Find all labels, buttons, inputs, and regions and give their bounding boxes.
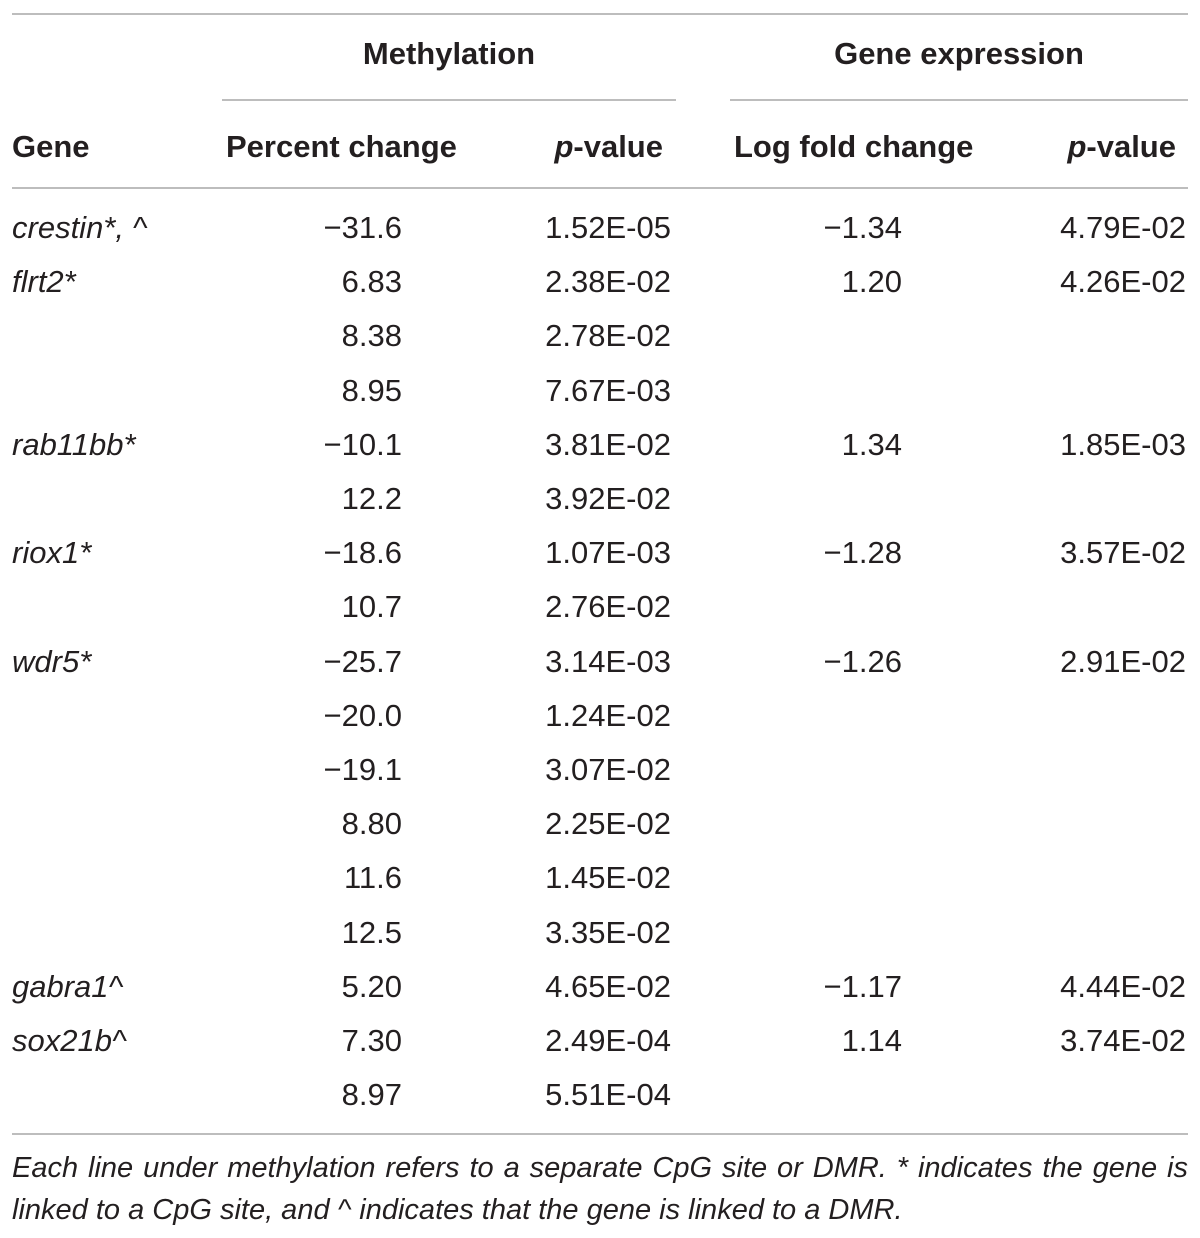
log-fold-change-cell: −1.28 bbox=[823, 535, 902, 571]
gene-cell: flrt2* bbox=[12, 264, 76, 300]
percent-change-cell: −19.1 bbox=[323, 752, 402, 787]
expression-p-value-cell: 4.79E-02 bbox=[1060, 210, 1186, 245]
percent-change-cell: 8.95 bbox=[341, 372, 402, 408]
methylation-p-value-cell: 5.51E-04 bbox=[545, 1077, 671, 1113]
p-italic: p bbox=[554, 129, 574, 164]
methylation-p-value-cell: 2.78E-02 bbox=[545, 318, 671, 354]
expression-p-value-cell: 2.91E-02 bbox=[1060, 643, 1186, 679]
table-footnote: Each line under methylation refers to a … bbox=[12, 1152, 1188, 1226]
expression-p-value-cell: 4.26E-02 bbox=[1060, 264, 1186, 300]
methylation-p-value-cell: 1.52E-05 bbox=[545, 210, 671, 245]
gene-cell: wdr5* bbox=[12, 643, 92, 679]
col-header-log-fold-change: Log fold change bbox=[734, 129, 974, 164]
percent-change-cell: 8.97 bbox=[341, 1077, 402, 1113]
percent-change-cell: −10.1 bbox=[323, 426, 402, 462]
methylation-p-value-cell: 2.76E-02 bbox=[545, 589, 671, 625]
expression-p-value-cell: 4.44E-02 bbox=[1060, 968, 1186, 1004]
log-fold-change-cell: −1.26 bbox=[823, 643, 902, 679]
percent-change-cell: 6.83 bbox=[341, 264, 402, 300]
group-header-gene-expression: Gene expression bbox=[834, 36, 1084, 71]
p-italic: p bbox=[1067, 129, 1087, 164]
value-suffix: -value bbox=[1086, 129, 1176, 164]
methylation-p-value-cell: 3.07E-02 bbox=[545, 752, 671, 787]
gene-cell: rab11bb* bbox=[12, 426, 136, 462]
methylation-p-value-cell: 3.35E-02 bbox=[545, 914, 671, 950]
percent-change-cell: 5.20 bbox=[341, 968, 402, 1004]
group-header-methylation: Methylation bbox=[362, 36, 536, 71]
gene-cell: gabra1^ bbox=[12, 968, 124, 1004]
expression-span-rule bbox=[730, 99, 1188, 101]
methylation-p-value-cell: 3.14E-03 bbox=[545, 643, 671, 679]
gene-cell: sox21b^ bbox=[12, 1023, 127, 1058]
log-fold-change-cell: 1.34 bbox=[841, 426, 902, 462]
methylation-p-value-cell: 1.24E-02 bbox=[545, 697, 671, 733]
percent-change-cell: 8.38 bbox=[341, 318, 402, 354]
methylation-p-value-cell: 3.92E-02 bbox=[545, 481, 671, 516]
log-fold-change-cell: 1.20 bbox=[841, 264, 902, 300]
methylation-p-value-cell: 2.25E-02 bbox=[545, 806, 671, 842]
log-fold-change-cell: −1.34 bbox=[823, 210, 902, 245]
bottom-rule bbox=[12, 1133, 1188, 1135]
methylation-p-value-cell: 7.67E-03 bbox=[545, 372, 671, 408]
log-fold-change-cell: 1.14 bbox=[841, 1023, 902, 1058]
top-rule bbox=[12, 13, 1188, 15]
percent-change-cell: 10.7 bbox=[341, 589, 402, 625]
expression-p-value-cell: 3.57E-02 bbox=[1060, 535, 1186, 571]
percent-change-cell: −18.6 bbox=[323, 535, 402, 571]
percent-change-cell: 12.2 bbox=[341, 481, 402, 516]
value-suffix: -value bbox=[573, 129, 663, 164]
percent-change-cell: −25.7 bbox=[323, 643, 402, 679]
percent-change-cell: 8.80 bbox=[341, 806, 402, 842]
col-header-methylation-p-value: p-value bbox=[476, 129, 663, 165]
methylation-p-value-cell: 2.49E-04 bbox=[545, 1023, 671, 1058]
percent-change-cell: −20.0 bbox=[323, 697, 402, 733]
methylation-p-value-cell: 2.38E-02 bbox=[545, 264, 671, 300]
methylation-p-value-cell: 1.45E-02 bbox=[545, 860, 671, 896]
expression-p-value-cell: 3.74E-02 bbox=[1060, 1023, 1186, 1058]
header-bottom-rule bbox=[12, 187, 1188, 189]
percent-change-cell: 11.6 bbox=[343, 860, 402, 896]
percent-change-cell: 12.5 bbox=[341, 914, 402, 950]
col-header-gene: Gene bbox=[12, 129, 90, 164]
methylation-p-value-cell: 3.81E-02 bbox=[545, 426, 671, 462]
gene-cell: crestin*, ^ bbox=[12, 210, 148, 245]
col-header-expression-p-value: p-value bbox=[990, 129, 1176, 165]
gene-cell: riox1* bbox=[12, 535, 92, 571]
log-fold-change-cell: −1.17 bbox=[823, 968, 902, 1004]
percent-change-cell: −31.6 bbox=[323, 210, 402, 245]
methylation-p-value-cell: 1.07E-03 bbox=[545, 535, 671, 571]
col-header-percent-change: Percent change bbox=[226, 129, 457, 164]
methylation-span-rule bbox=[222, 99, 676, 101]
percent-change-cell: 7.30 bbox=[341, 1023, 402, 1058]
methylation-p-value-cell: 4.65E-02 bbox=[545, 968, 671, 1004]
expression-p-value-cell: 1.85E-03 bbox=[1060, 426, 1186, 462]
